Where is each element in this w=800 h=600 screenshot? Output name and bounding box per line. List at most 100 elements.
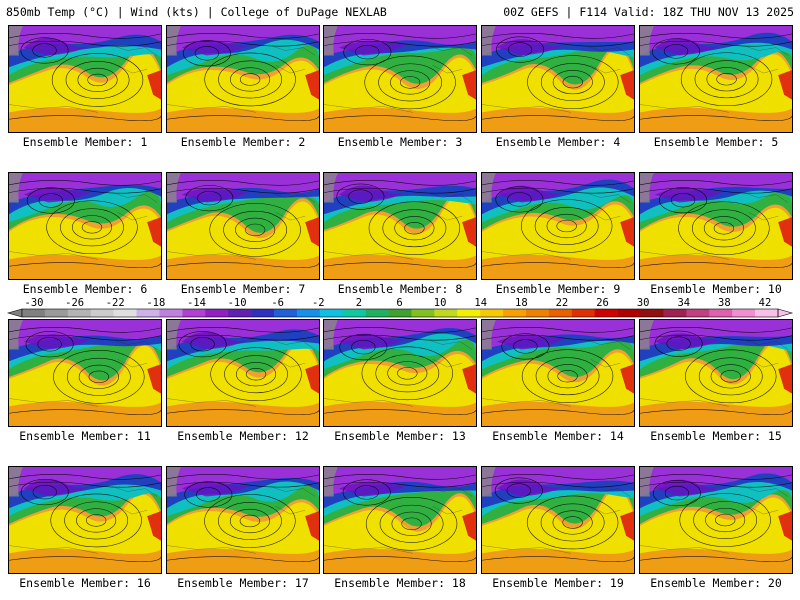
- ensemble-member-label: Ensemble Member: 7: [180, 282, 306, 296]
- colorbar-swatch: [548, 309, 573, 317]
- colorbar-tick-label: 6: [396, 297, 403, 309]
- colorbar-swatch: [640, 309, 664, 317]
- header-title-left: 850mb Temp (°C) | Wind (kts) | College o…: [6, 5, 387, 19]
- ensemble-member-label: Ensemble Member: 17: [177, 576, 309, 590]
- colorbar-swatch: [365, 309, 389, 317]
- header-title-right: 00Z GEFS | F114 Valid: 18Z THU NOV 13 20…: [503, 5, 794, 19]
- colorbar-tick-label: 14: [474, 297, 488, 309]
- colorbar-swatch: [44, 309, 69, 317]
- ensemble-member-label: Ensemble Member: 2: [180, 135, 306, 149]
- temperature-map: [640, 320, 792, 426]
- ensemble-member-label: Ensemble Member: 10: [650, 282, 782, 296]
- temperature-map: [167, 173, 319, 279]
- colorbar-swatch: [274, 309, 298, 317]
- colorbar-swatch: [709, 309, 733, 317]
- ensemble-member-label: Ensemble Member: 4: [495, 135, 621, 149]
- colorbar-swatch: [228, 309, 252, 317]
- colorbar-outline: [21, 308, 779, 318]
- colorbar-arrow-left: [6, 308, 23, 318]
- colorbar-swatch: [411, 309, 435, 317]
- colorbar-tick-label: 34: [677, 297, 691, 309]
- temperature-map: [482, 173, 634, 279]
- colorbar-tick-label: 42: [758, 297, 772, 309]
- ensemble-member-label: Ensemble Member: 1: [22, 135, 148, 149]
- colorbar-swatch: [205, 309, 229, 317]
- ensemble-member-label: Ensemble Member: 3: [337, 135, 463, 149]
- colorbar-tick-label: -10: [227, 297, 247, 309]
- colorbar-swatch: [732, 309, 756, 317]
- colorbar-swatch: [594, 309, 618, 317]
- temperature-map: [482, 467, 634, 573]
- ensemble-member-label: Ensemble Member: 15: [650, 429, 782, 443]
- ensemble-member-panel: [8, 172, 162, 280]
- temperature-map: [324, 467, 476, 573]
- ensemble-member-panel: [8, 466, 162, 574]
- ensemble-member-panel: [481, 319, 635, 427]
- temperature-map: [167, 26, 319, 132]
- ensemble-member-label: Ensemble Member: 13: [334, 429, 466, 443]
- ensemble-member-label: Ensemble Member: 8: [337, 282, 463, 296]
- colorbar-tick-label: -6: [271, 297, 284, 309]
- temperature-map: [167, 320, 319, 426]
- temperature-map: [9, 467, 161, 573]
- temperature-map: [167, 467, 319, 573]
- colorbar-tick-label: -18: [146, 297, 166, 309]
- colorbar-swatch: [526, 309, 550, 317]
- colorbar-swatch: [113, 309, 137, 317]
- colorbar-swatch: [434, 309, 458, 317]
- temperature-map: [9, 320, 161, 426]
- colorbar-swatch: [251, 309, 275, 317]
- colorbar-tick-label: 18: [515, 297, 528, 309]
- temperature-map: [9, 173, 161, 279]
- colorbar-swatch: [686, 309, 710, 317]
- colorbar-swatch: [182, 309, 206, 317]
- ensemble-member-label: Ensemble Member: 5: [653, 135, 779, 149]
- ensemble-member-label: Ensemble Member: 19: [492, 576, 624, 590]
- temperature-map: [324, 320, 476, 426]
- colorbar-tick-label: -26: [65, 297, 85, 309]
- ensemble-member-panel: [639, 25, 793, 133]
- colorbar-tick-label: 26: [596, 297, 609, 309]
- ensemble-member-label: Ensemble Member: 14: [492, 429, 624, 443]
- temperature-map: [482, 320, 634, 426]
- ensemble-member-panel: [8, 25, 162, 133]
- colorbar-tick-label: -14: [186, 297, 206, 309]
- temperature-map: [640, 173, 792, 279]
- colorbar-swatch: [342, 309, 366, 317]
- colorbar-tick-label: 2: [355, 297, 363, 309]
- ensemble-member-panel: [166, 319, 320, 427]
- temperature-map: [324, 173, 476, 279]
- colorbar-swatch: [388, 309, 412, 317]
- ensemble-member-panel: [323, 319, 477, 427]
- colorbar-swatch: [480, 309, 504, 317]
- ensemble-member-panel: [8, 319, 162, 427]
- colorbar-swatch: [571, 309, 596, 317]
- colorbar-swatch: [617, 309, 641, 317]
- ensemble-member-panel: [166, 172, 320, 280]
- colorbar-tick-label: -22: [105, 297, 125, 309]
- ensemble-member-label: Ensemble Member: 6: [22, 282, 148, 296]
- temperature-map: [9, 26, 161, 132]
- ensemble-member-label: Ensemble Member: 11: [19, 429, 151, 443]
- ensemble-member-label: Ensemble Member: 9: [495, 282, 621, 296]
- colorbar-swatch: [90, 309, 114, 317]
- temperature-map: [482, 26, 634, 132]
- ensemble-member-panel: [323, 172, 477, 280]
- colorbar-tick-label: -30: [24, 297, 44, 309]
- ensemble-member-panel: [639, 466, 793, 574]
- ensemble-member-panel: [481, 25, 635, 133]
- temperature-map: [640, 467, 792, 573]
- colorbar-tick-label: 38: [718, 297, 731, 309]
- colorbar-swatch: [136, 309, 160, 317]
- colorbar-swatch: [503, 309, 527, 317]
- ensemble-member-panel: [481, 172, 635, 280]
- ensemble-member-label: Ensemble Member: 12: [177, 429, 309, 443]
- ensemble-member-label: Ensemble Member: 18: [334, 576, 466, 590]
- colorbar-tick-label: 22: [555, 297, 569, 309]
- ensemble-member-panel: [639, 319, 793, 427]
- header: 850mb Temp (°C) | Wind (kts) | College o…: [0, 0, 800, 24]
- colorbar-arrow-right: [777, 308, 794, 318]
- colorbar-swatch: [457, 309, 481, 317]
- colorbar-tick-label: -2: [311, 297, 325, 309]
- colorbar-swatch: [663, 309, 687, 317]
